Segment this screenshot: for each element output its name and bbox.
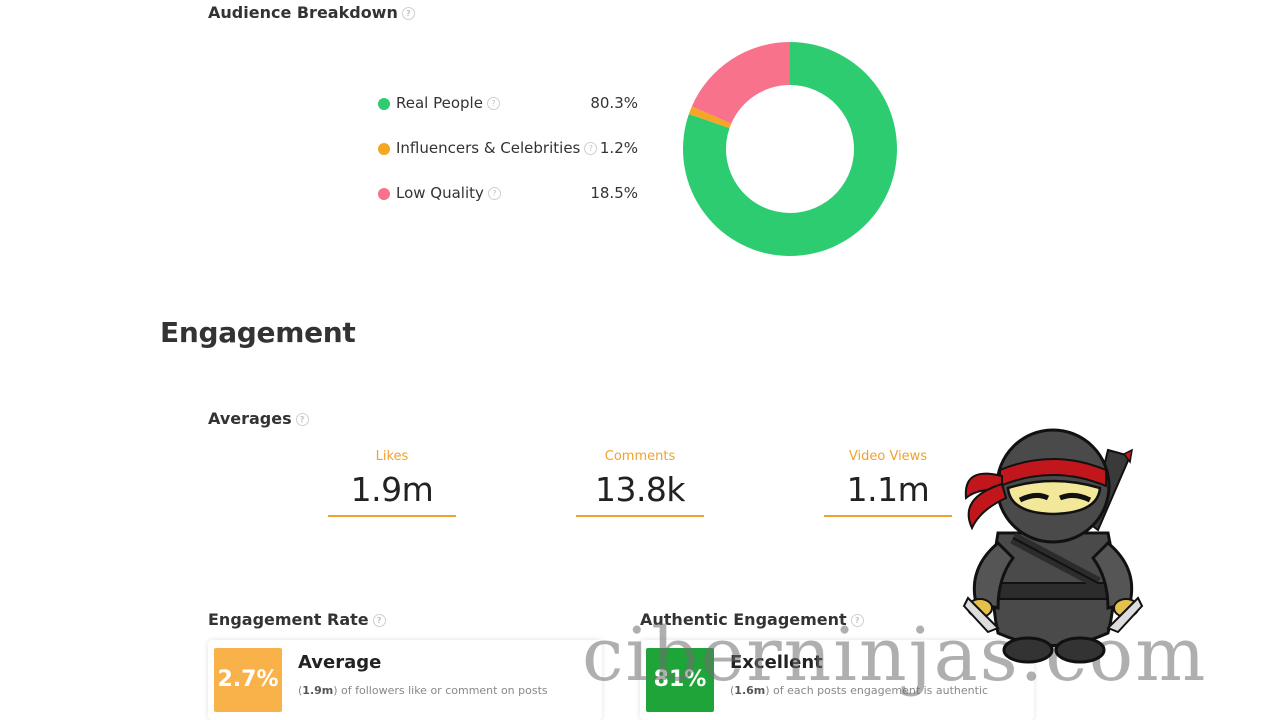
average-comments: Comments 13.8k bbox=[576, 449, 704, 517]
averages-heading: Averages? bbox=[208, 409, 309, 428]
legend-item-influencers: Influencers & Celebrities? 1.2% bbox=[378, 139, 638, 159]
help-icon[interactable]: ? bbox=[372, 614, 386, 627]
engagement-rate-badge: 2.7% bbox=[214, 648, 282, 712]
average-label: Likes bbox=[375, 449, 409, 464]
engagement-rate-card: 2.7% Average (1.9m) of followers like or… bbox=[208, 640, 602, 720]
engagement-rate-description: (1.9m) of followers like or comment on p… bbox=[298, 684, 548, 697]
donut-slice-real-people[interactable] bbox=[683, 42, 897, 256]
audience-breakdown-title: Audience Breakdown bbox=[208, 3, 398, 22]
legend-dot-icon bbox=[378, 98, 390, 110]
legend-value: 80.3% bbox=[590, 94, 638, 112]
legend-value: 18.5% bbox=[590, 184, 638, 202]
legend-label: Low Quality? bbox=[396, 184, 501, 202]
ninja-mascot-icon bbox=[962, 428, 1144, 664]
average-value: 1.1m bbox=[846, 470, 930, 509]
donut-slice-influencers-celebrities[interactable] bbox=[688, 106, 732, 129]
average-underline bbox=[824, 515, 952, 517]
authentic-engagement-card: 81% Excellent (1.6m) of each posts engag… bbox=[640, 640, 1034, 720]
legend-label: Influencers & Celebrities? bbox=[396, 139, 598, 157]
donut-slice-low-quality[interactable] bbox=[691, 42, 790, 124]
engagement-rate-title: Engagement Rate bbox=[208, 610, 369, 629]
legend-label: Real People? bbox=[396, 94, 500, 112]
audience-donut-chart bbox=[683, 42, 897, 256]
help-icon[interactable]: ? bbox=[295, 413, 309, 426]
authentic-engagement-title: Authentic Engagement bbox=[640, 610, 847, 629]
authentic-engagement-heading: Authentic Engagement? bbox=[640, 610, 864, 629]
help-icon[interactable]: ? bbox=[584, 142, 598, 155]
average-underline bbox=[576, 515, 704, 517]
average-likes: Likes 1.9m bbox=[328, 449, 456, 517]
average-label: Comments bbox=[604, 449, 676, 464]
authentic-engagement-status: Excellent bbox=[730, 652, 823, 673]
authentic-engagement-description: (1.6m) of each posts engagement is authe… bbox=[730, 684, 989, 697]
engagement-title: Engagement bbox=[160, 316, 356, 349]
help-icon[interactable]: ? bbox=[850, 614, 864, 627]
legend-item-low-quality: Low Quality? 18.5% bbox=[378, 184, 638, 204]
engagement-rate-status: Average bbox=[298, 652, 382, 673]
average-value: 13.8k bbox=[594, 470, 686, 509]
average-label: Video Views bbox=[848, 449, 928, 464]
averages-title: Averages bbox=[208, 409, 292, 428]
audience-breakdown-heading: Audience Breakdown? bbox=[208, 3, 415, 22]
legend-dot-icon bbox=[378, 188, 390, 200]
engagement-rate-heading: Engagement Rate? bbox=[208, 610, 386, 629]
help-icon[interactable]: ? bbox=[486, 97, 500, 110]
average-underline bbox=[328, 515, 456, 517]
legend-dot-icon bbox=[378, 143, 390, 155]
legend-value: 1.2% bbox=[599, 139, 638, 157]
help-icon[interactable]: ? bbox=[487, 187, 501, 200]
legend-item-real-people: Real People? 80.3% bbox=[378, 94, 638, 114]
average-video-views: Video Views 1.1m bbox=[824, 449, 952, 517]
help-icon[interactable]: ? bbox=[401, 7, 415, 20]
average-value: 1.9m bbox=[350, 470, 434, 509]
authentic-engagement-badge: 81% bbox=[646, 648, 714, 712]
